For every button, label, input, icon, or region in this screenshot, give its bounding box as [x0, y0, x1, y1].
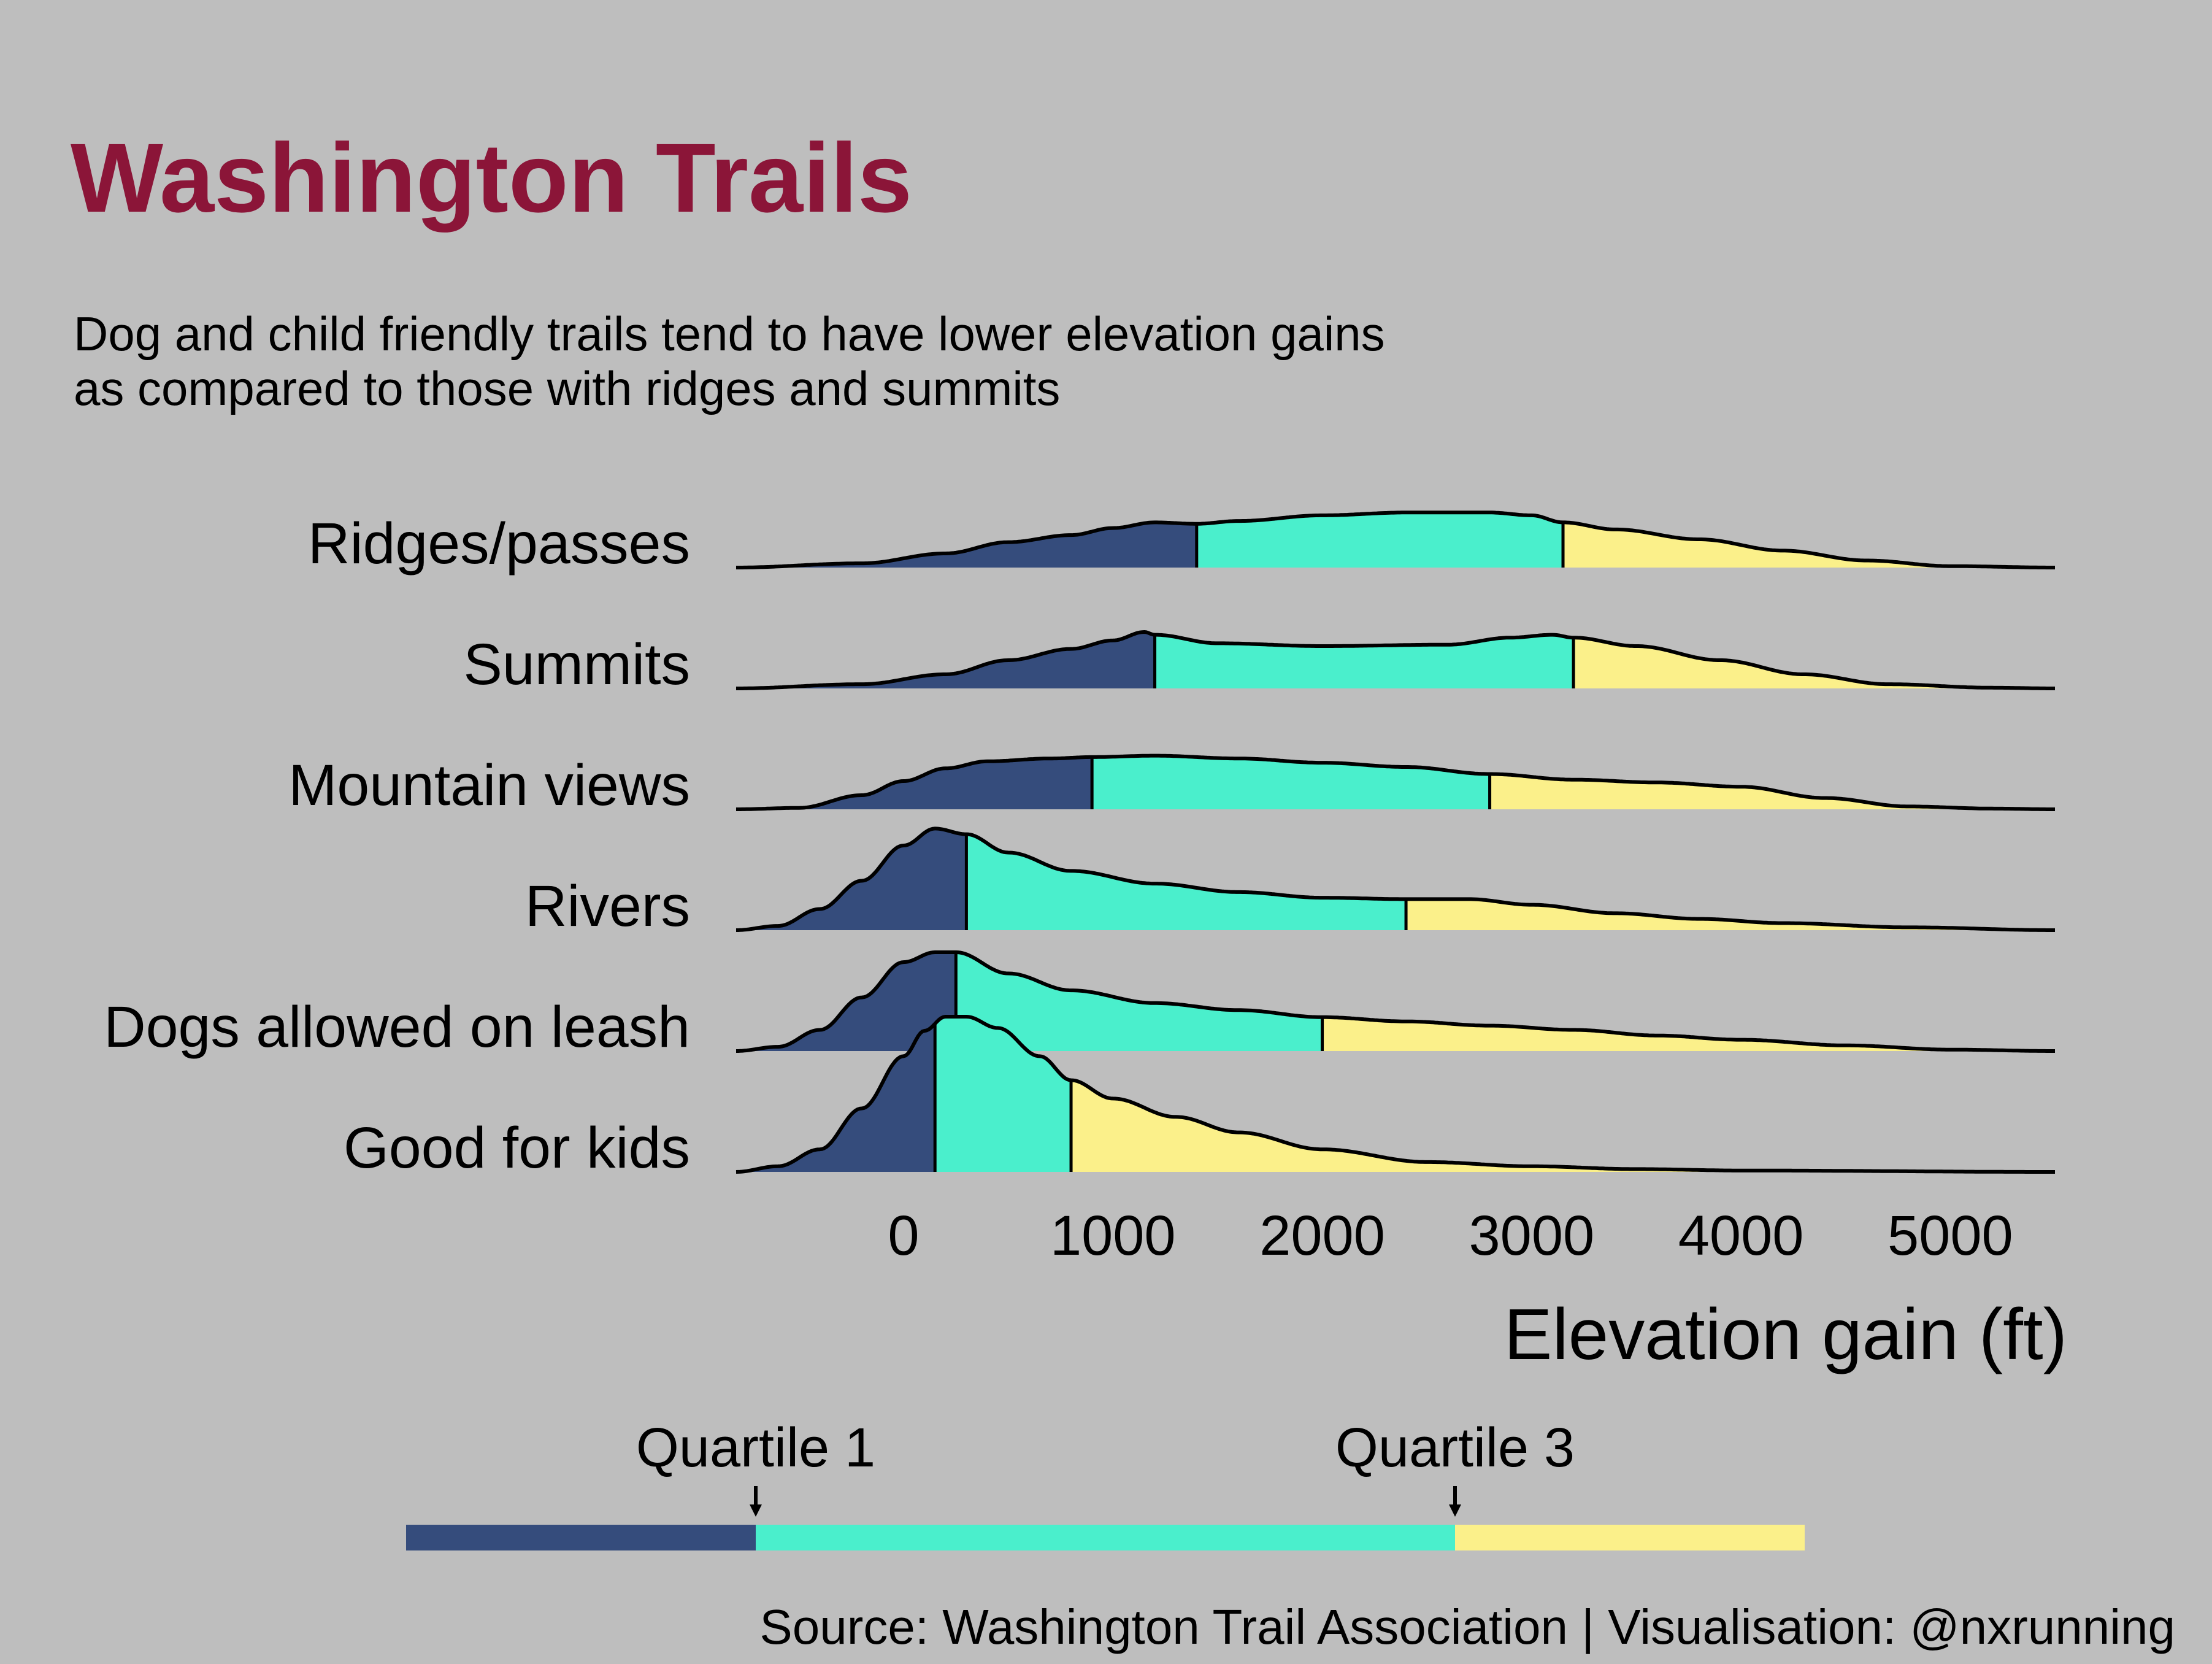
x-tick-label: 3000	[1469, 1204, 1594, 1267]
quartile-legend: Quartile 1 Quartile 3	[406, 1417, 1805, 1550]
y-tick-label: Mountain views	[288, 753, 690, 818]
ridge-rivers	[736, 826, 2055, 932]
density-outline	[736, 950, 2055, 1053]
source-caption: Source: Washington Trail Association | V…	[759, 1600, 2175, 1654]
quartile-1-area	[736, 757, 1093, 809]
quartile-1-area	[736, 1023, 935, 1172]
legend-label-quartile-1: Quartile 1	[636, 1417, 875, 1479]
y-tick-label: Good for kids	[344, 1115, 690, 1181]
interquartile-area	[1196, 512, 1563, 568]
y-tick-label: Summits	[464, 632, 690, 697]
ridge-summits	[736, 630, 2055, 690]
arrow-head	[1449, 1504, 1461, 1517]
density-outline	[735, 1015, 2055, 1174]
x-tick-label: 1000	[1050, 1204, 1176, 1267]
y-tick-label: Dogs allowed on leash	[104, 995, 690, 1060]
interquartile-area	[1154, 634, 1574, 688]
quartile-3-area	[1322, 1017, 2055, 1051]
x-tick-label: 5000	[1887, 1204, 2013, 1267]
arrow-head	[750, 1504, 762, 1517]
y-tick-label: Rivers	[525, 874, 690, 939]
legend-arrow-quartile-1	[750, 1486, 762, 1517]
density-outline	[736, 630, 2055, 690]
quartile-1-area	[736, 522, 1197, 568]
legend-quartile-1-swatch	[406, 1525, 756, 1550]
quartile-3-area	[1563, 522, 2055, 568]
quartile-3-area	[1406, 899, 2055, 930]
chart-subtitle: Dog and child friendly trails tend to ha…	[74, 307, 1385, 416]
y-tick-label: Ridges/passes	[308, 511, 690, 576]
x-tick-label: 4000	[1678, 1204, 1804, 1267]
ridge-good-for-kids	[735, 1015, 2055, 1174]
quartile-1-area	[736, 952, 956, 1051]
chart-title: Washington Trails	[71, 123, 912, 233]
density-outline	[736, 826, 2055, 932]
quartile-3-area	[1573, 637, 2055, 688]
density-outline	[736, 510, 2055, 569]
subtitle-line-2: as compared to those with ridges and sum…	[74, 361, 1061, 415]
ridge-ridges-passes	[736, 510, 2055, 569]
quartile-1-area	[736, 632, 1155, 688]
ridge-dogs-allowed-on-leash	[736, 950, 2055, 1053]
x-tick-label: 0	[888, 1204, 919, 1267]
legend-interquartile-swatch	[756, 1525, 1455, 1550]
density-outline	[736, 753, 2055, 811]
subtitle-line-1: Dog and child friendly trails tend to ha…	[74, 307, 1385, 361]
ridge-mountain-views	[736, 753, 2055, 811]
quartile-3-area	[1071, 1080, 2055, 1172]
interquartile-area	[1092, 755, 1490, 809]
interquartile-area	[956, 952, 1323, 1051]
legend-quartile-3-swatch	[1455, 1525, 1805, 1550]
x-axis-title: Elevation gain (ft)	[1504, 1294, 2067, 1375]
x-tick-label: 2000	[1259, 1204, 1385, 1267]
quartile-1-area	[736, 828, 967, 930]
legend-arrow-quartile-3	[1449, 1486, 1461, 1517]
legend-label-quartile-3: Quartile 3	[1335, 1417, 1575, 1479]
interquartile-area	[935, 1017, 1071, 1172]
interquartile-area	[966, 834, 1407, 930]
